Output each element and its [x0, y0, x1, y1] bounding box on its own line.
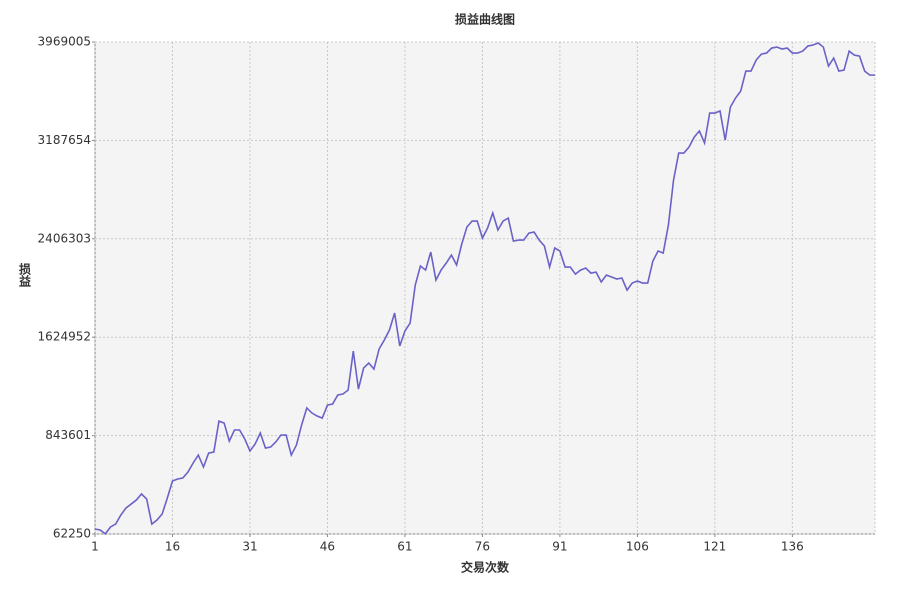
x-tick-label: 16	[165, 540, 180, 554]
x-tick-label: 91	[552, 540, 567, 554]
x-tick-label: 46	[320, 540, 335, 554]
x-tick-label: 106	[626, 540, 649, 554]
x-axis-label: 交易次数	[461, 560, 510, 575]
x-tick-label: 31	[242, 540, 257, 554]
x-tick-label: 121	[703, 540, 726, 554]
y-tick-label: 62250	[53, 527, 91, 541]
x-tick-label: 61	[397, 540, 412, 554]
data-line	[94, 42, 875, 536]
x-tick-label: 136	[781, 540, 804, 554]
y-tick-label: 3969005	[38, 35, 91, 49]
y-tick-label: 2406303	[38, 231, 91, 245]
plot-area	[95, 42, 875, 534]
chart-title: 损益曲线图	[455, 12, 515, 27]
y-tick-label: 1624952	[38, 330, 91, 344]
y-axis-label: 损益	[18, 262, 32, 288]
x-tick-label: 1	[91, 540, 99, 554]
y-tick-label: 3187654	[38, 133, 91, 147]
y-tick-label: 843601	[45, 428, 91, 442]
x-tick-label: 76	[475, 540, 490, 554]
